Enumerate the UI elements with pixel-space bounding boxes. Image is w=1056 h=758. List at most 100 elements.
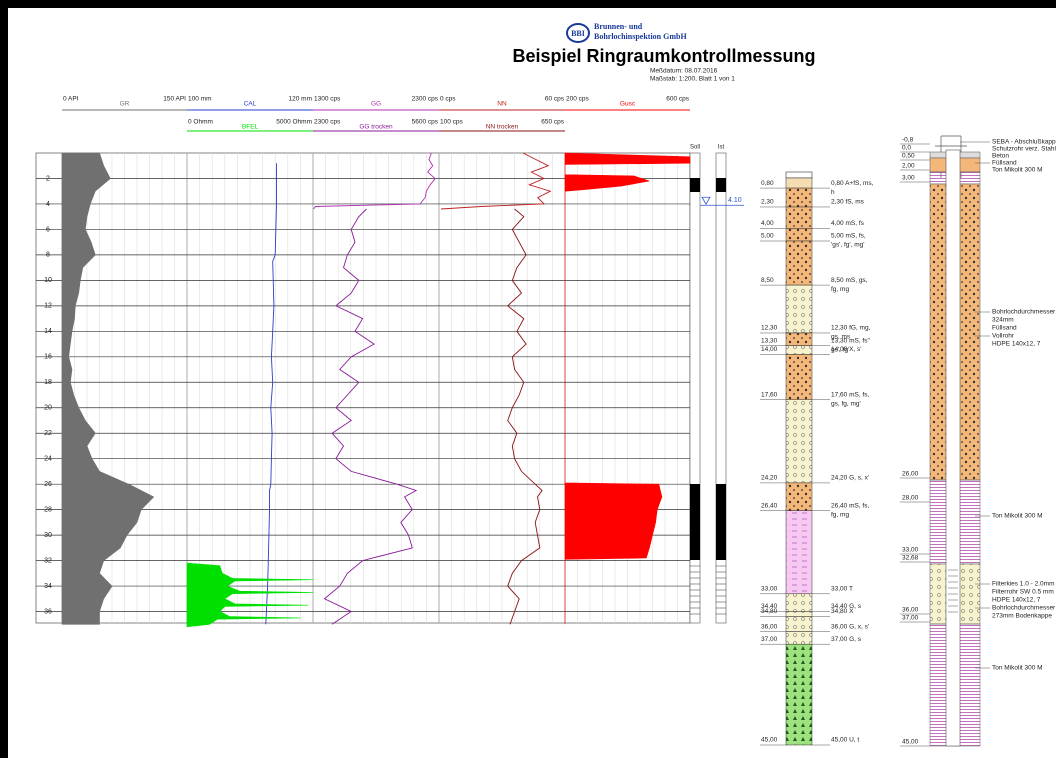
lith-description: 14,00 X, s': [831, 346, 862, 353]
curve-name: NN trocken: [486, 124, 519, 131]
construction-depth: 2,00: [902, 163, 915, 170]
lith-depth: 45,00: [761, 737, 778, 744]
construction-depth: 28,00: [902, 495, 919, 502]
lith-description: fg, mg: [831, 511, 849, 518]
construction-label: Vollrohr: [992, 333, 1015, 340]
scale-max: 60 cps: [545, 96, 565, 103]
lith-pattern: [786, 188, 812, 207]
ist-block: [716, 484, 726, 560]
curve-name: GR: [120, 101, 130, 108]
lith-description: 37,00 G, s: [831, 636, 862, 643]
curve-name: GG: [371, 101, 381, 108]
lith-description: 17,60 mS, fs,: [831, 391, 869, 398]
depth-label: 6: [46, 226, 50, 233]
scale-max: 600 cps: [666, 96, 690, 103]
lith-depth: 13,30: [761, 337, 778, 344]
curve-line: [441, 153, 550, 209]
construction-depth: 45,00: [902, 739, 919, 746]
lith-pattern: [786, 632, 812, 645]
lith-description: 'gs', fg', mg': [831, 242, 865, 249]
construction-column: -0,80,00,502,003,0026,0028,0033,0032,683…: [900, 136, 1056, 746]
lith-description: gs, fg, mg': [831, 400, 861, 407]
construction-label: Bohrlochdurchmesser: [992, 309, 1056, 316]
lith-depth: 2,30: [761, 199, 774, 206]
lith-description: 24,20 G, s, x': [831, 475, 869, 482]
lith-description: 2,30 fS, ms: [831, 199, 865, 206]
scale-min: 1300 cps: [314, 96, 341, 103]
construction-label: Schutzrohr verz. Stahl: [992, 146, 1056, 153]
lith-depth: 5,00: [761, 233, 774, 240]
lith-description: fg, mg: [831, 286, 849, 293]
lith-pattern: [786, 616, 812, 631]
scale-min: 0 API: [63, 96, 79, 103]
construction-depth: 0,0: [902, 145, 911, 152]
lith-pattern: [786, 346, 812, 355]
lith-description: 0,80 A+fS, ms,: [831, 180, 874, 187]
curve-line: [508, 209, 542, 624]
frame-top: [0, 0, 1056, 8]
depth-label: 24: [44, 456, 52, 463]
company: Bohrlochinspektion GmbH: [594, 32, 687, 41]
date: Meßdatum: 08.07.2016: [650, 68, 718, 75]
scale-max: 5600 cps: [412, 119, 439, 126]
construction-label: Füllsand: [992, 160, 1017, 167]
construction-depth: 32,68: [902, 555, 919, 562]
lith-description: 5,00 mS, fs,: [831, 233, 866, 240]
lith-layer: [786, 178, 812, 188]
depth-label: 20: [44, 405, 52, 412]
lith-description: h: [831, 189, 835, 196]
depth-label: 28: [44, 506, 52, 513]
depth-label: 36: [44, 608, 52, 615]
lith-depth: 33,00: [761, 586, 778, 593]
lith-depth: 34,80: [761, 608, 778, 615]
depth-label: 22: [44, 430, 52, 437]
lith-description: 33,00 T: [831, 586, 853, 593]
curve-name: GG trocken: [359, 124, 393, 131]
construction-depth: 0,50: [902, 153, 915, 160]
depth-label: 30: [44, 532, 52, 539]
depth-label: 32: [44, 557, 52, 564]
lith-depth: 12,30: [761, 325, 778, 332]
lith-description: 12,30 fG, mg,: [831, 325, 871, 332]
status-columns: Soll Ist: [690, 145, 726, 623]
construction-label: HDPE 140x12, 7: [992, 341, 1041, 348]
depth-label: 18: [44, 379, 52, 386]
lith-depth: 0,80: [761, 180, 774, 187]
lith-depth: 4,00: [761, 220, 774, 227]
lith-description: 36,00 G, x, s': [831, 623, 869, 630]
company: Brunnen- und: [594, 22, 643, 31]
construction-label: Filterkies 1.0 - 2.0mm: [992, 581, 1055, 588]
curve-line: [266, 163, 277, 624]
construction-label: Ton Mikolit 300 M: [992, 665, 1043, 672]
construction-label: Filterrohr SW 0.5 mm: [992, 589, 1054, 596]
curve-name: NN: [497, 101, 507, 108]
lith-pattern: [786, 511, 812, 594]
lith-pattern: [786, 207, 812, 228]
lith-head: [786, 172, 812, 178]
lith-description: 8,50 mS, gs,: [831, 277, 868, 284]
construction-label: 324mm: [992, 317, 1014, 324]
construction-label: HDPE 140x12, 7: [992, 597, 1041, 604]
construction-label: Beton: [992, 153, 1009, 160]
construction-label: 273mm Bodenkappe: [992, 613, 1052, 620]
depth-label: 8: [46, 252, 50, 259]
frame-left: [0, 0, 8, 758]
construction-depth: -0,8: [902, 137, 914, 144]
scale: Maßstab: 1:200, Blatt 1 von 1: [650, 76, 735, 83]
depth-label: 14: [44, 328, 52, 335]
column-label: Soll: [690, 145, 700, 151]
title: Beispiel Ringraumkontrollmessung: [512, 46, 815, 66]
depth-label: 12: [44, 303, 52, 310]
lith-pattern: [786, 333, 812, 346]
construction-depth: 36,00: [902, 607, 919, 614]
logo: BBI: [571, 29, 585, 38]
water-level-label: 4.10: [728, 197, 742, 204]
construction-depth: 3,00: [902, 175, 915, 182]
lith-depth: 36,00: [761, 623, 778, 630]
scale-min: 2300 cps: [314, 119, 341, 126]
construction-depth: 33,00: [902, 547, 919, 554]
scale-min: 0 cps: [440, 96, 456, 103]
depth-label: 2: [46, 175, 50, 182]
depth-label: 34: [44, 583, 52, 590]
